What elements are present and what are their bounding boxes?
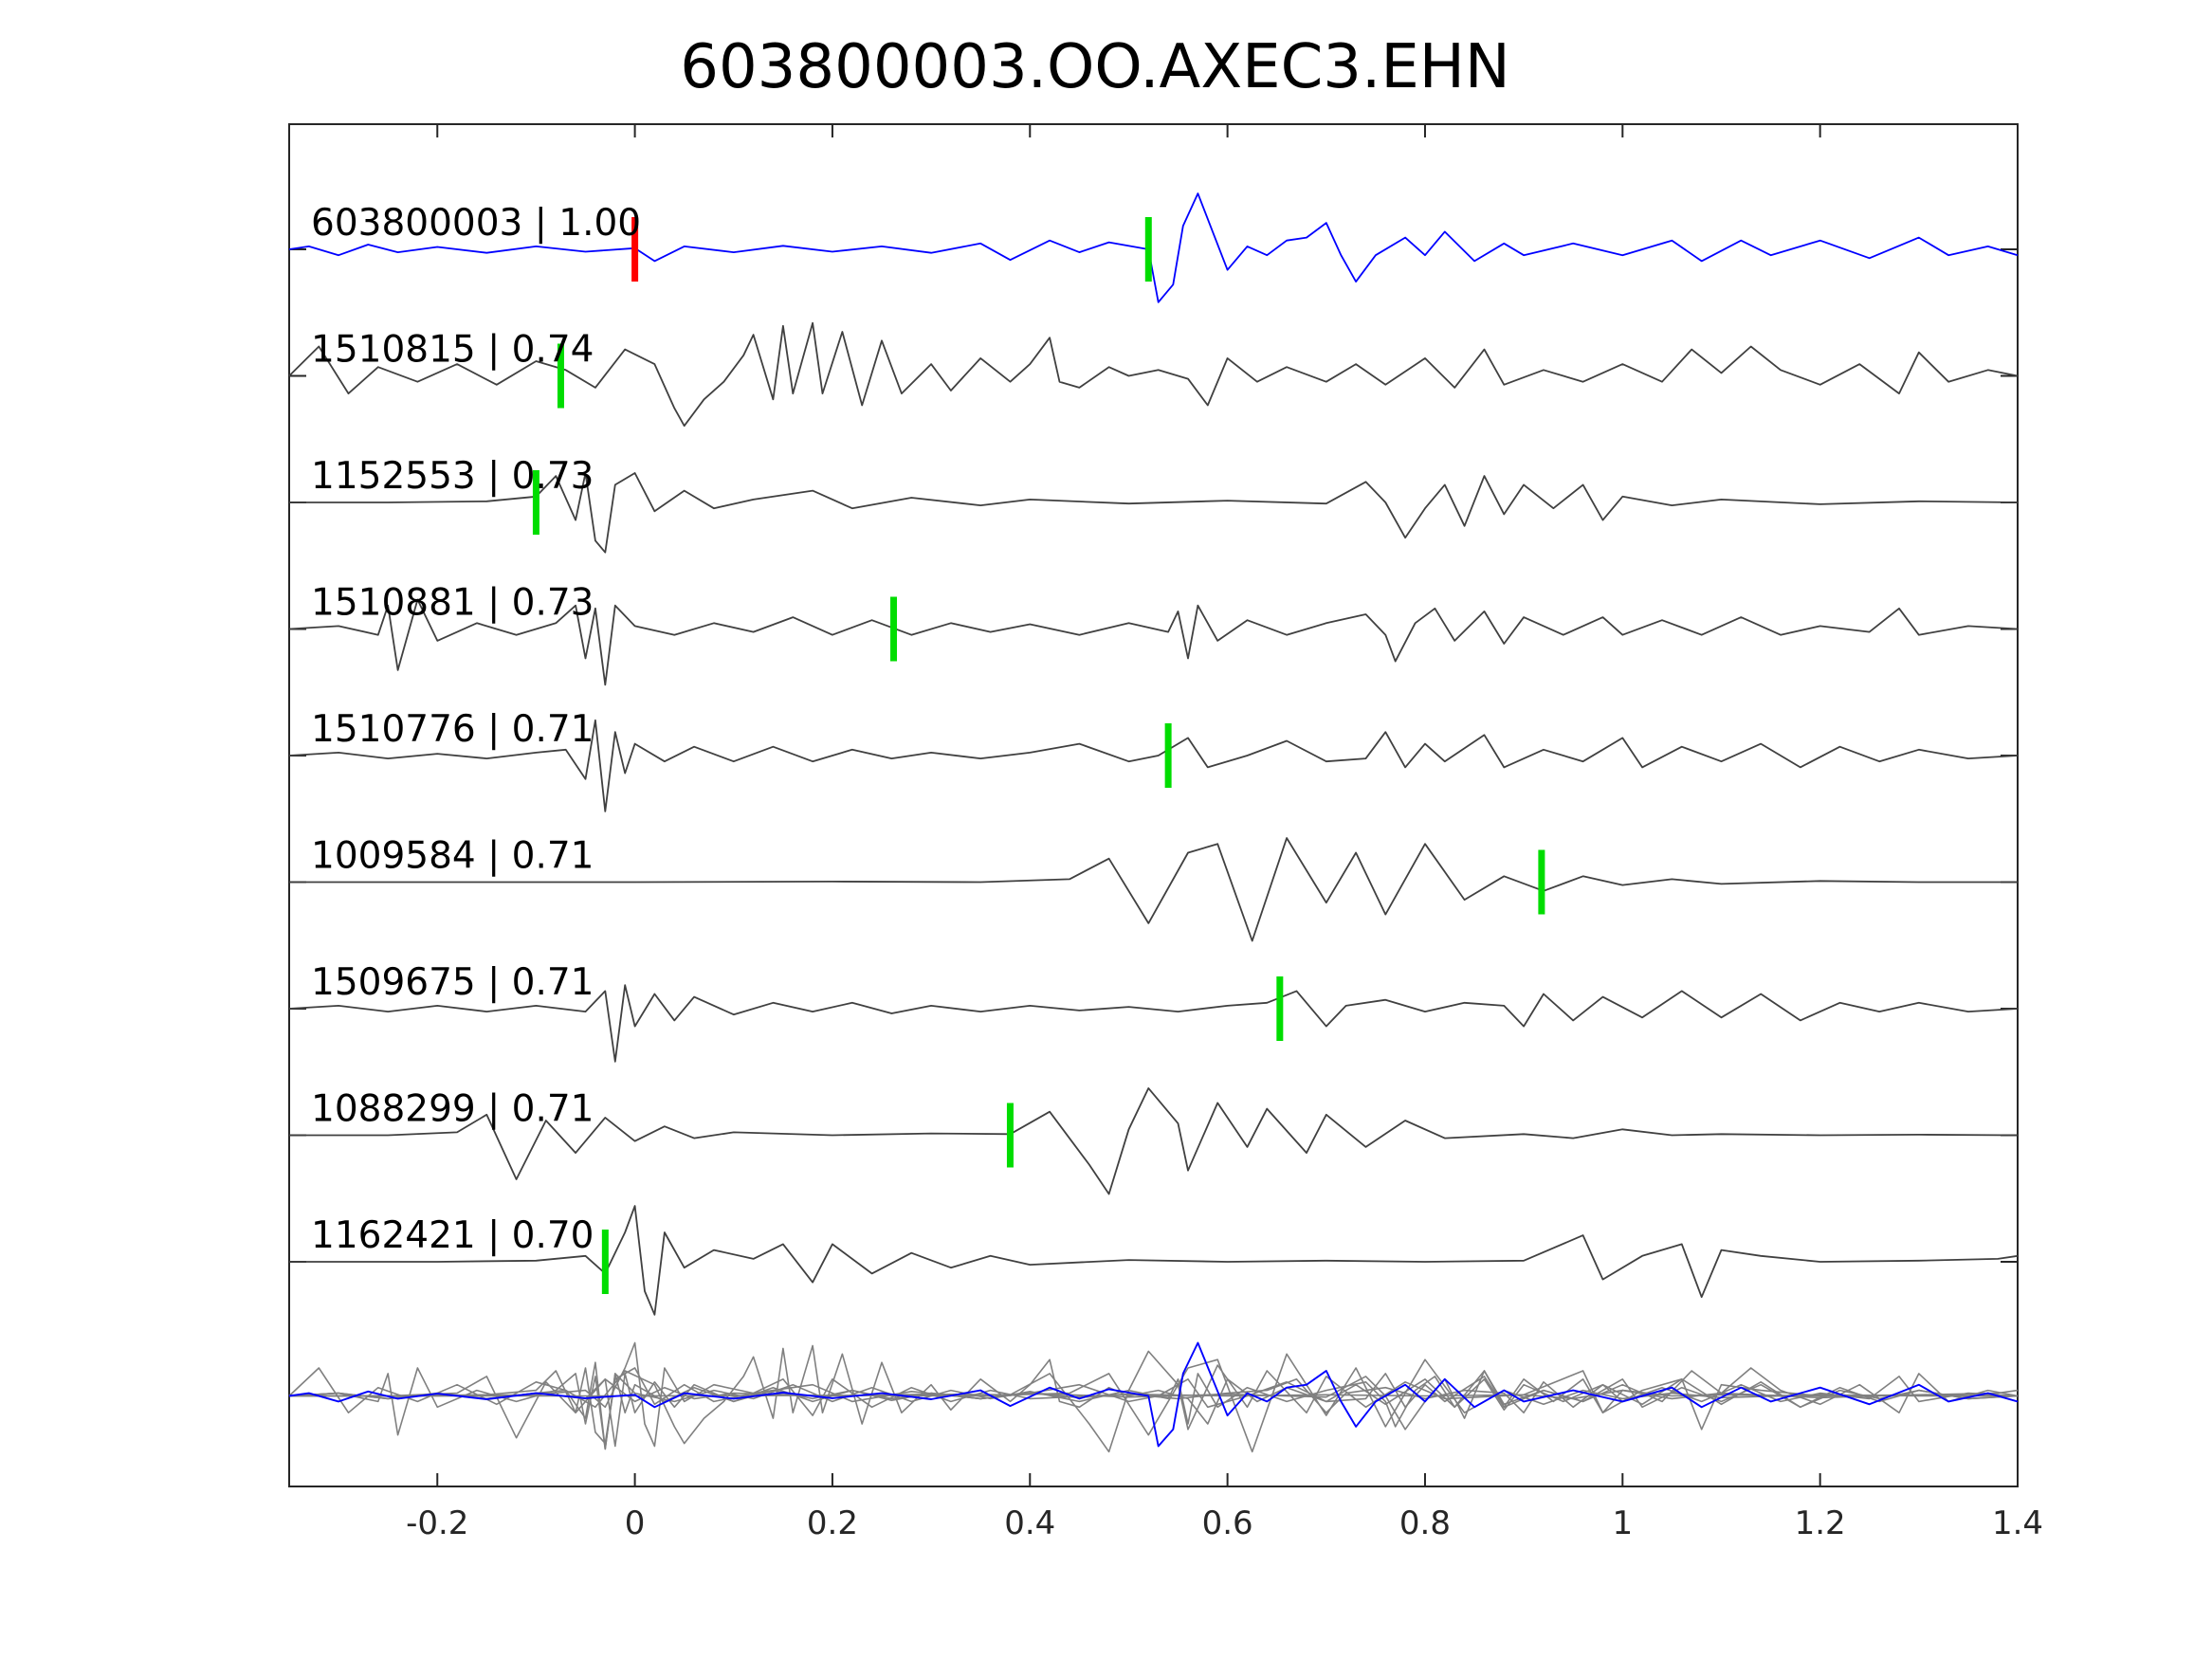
- trace-1009584: [289, 837, 2018, 942]
- trace-label: 603800003 | 1.00: [311, 202, 641, 245]
- trace-label: 1509675 | 0.71: [311, 961, 594, 1004]
- x-tick-label: 0.2: [807, 1504, 858, 1542]
- trace-1510815: [288, 321, 2019, 428]
- x-axis: -0.2 0 0.2 0.4 0.6 0.8 1 1.2 1.4: [406, 124, 2043, 1542]
- trace-label: 1009584 | 0.71: [311, 835, 594, 878]
- trace-1510776: [288, 719, 2019, 812]
- x-tick-label: 1.4: [1992, 1504, 2043, 1542]
- trace-stack: [288, 192, 2019, 1316]
- overlay-line-603800003: [288, 1341, 2019, 1448]
- trace-1510881: [288, 596, 2019, 686]
- trace-1509675: [288, 976, 2019, 1063]
- x-tick-label: 0.8: [1399, 1504, 1451, 1542]
- trace-603800003: [288, 192, 2019, 303]
- x-tick-label: 0.6: [1202, 1504, 1253, 1542]
- plot-frame: [288, 123, 2019, 1487]
- overlay-line-1162421: [289, 1341, 2019, 1448]
- trace-label: 1510815 | 0.74: [311, 329, 594, 372]
- x-tick-label: 1.2: [1795, 1504, 1846, 1542]
- trace-line-1509675: [288, 984, 2019, 1063]
- overlay-line-1510881: [288, 1367, 2019, 1450]
- overlay-line-1510776: [288, 1361, 2019, 1450]
- trace-line-1510881: [288, 598, 2019, 686]
- trace-line-1152553: [289, 472, 2019, 554]
- x-tick-label: 1: [1612, 1504, 1633, 1542]
- trace-1152553: [289, 470, 2019, 554]
- trace-line-1510815: [288, 321, 2019, 428]
- overlay-line-1088299: [289, 1350, 2019, 1453]
- x-tick-label: 0: [625, 1504, 646, 1542]
- trace-line-1510776: [288, 719, 2019, 812]
- trace-label: 1152553 | 0.73: [311, 455, 594, 498]
- trace-label: 1510881 | 0.73: [311, 582, 594, 625]
- trace-1162421: [289, 1205, 2019, 1316]
- chart-title: 603800003.OO.AXEC3.EHN: [680, 32, 1510, 102]
- x-tick-label: -0.2: [406, 1504, 468, 1542]
- trace-line-1088299: [289, 1087, 2019, 1195]
- trace-label: 1162421 | 0.70: [311, 1214, 594, 1257]
- overlay-stack: [288, 1341, 2019, 1453]
- overlay-line-1009584: [289, 1353, 2018, 1453]
- trace-line-1162421: [289, 1205, 2019, 1316]
- trace-label: 1510776 | 0.71: [311, 708, 594, 751]
- overlay-line-1509675: [288, 1373, 2019, 1448]
- trace-labels: 603800003 | 1.00 1510815 | 0.74 1152553 | …: [311, 202, 641, 1257]
- trace-line-1009584: [289, 837, 2018, 942]
- trace-label: 1088299 | 0.71: [311, 1088, 594, 1131]
- overlay-line-1152553: [289, 1367, 2019, 1445]
- x-tick-label: 0.4: [1004, 1504, 1055, 1542]
- trace-1088299: [289, 1087, 2019, 1195]
